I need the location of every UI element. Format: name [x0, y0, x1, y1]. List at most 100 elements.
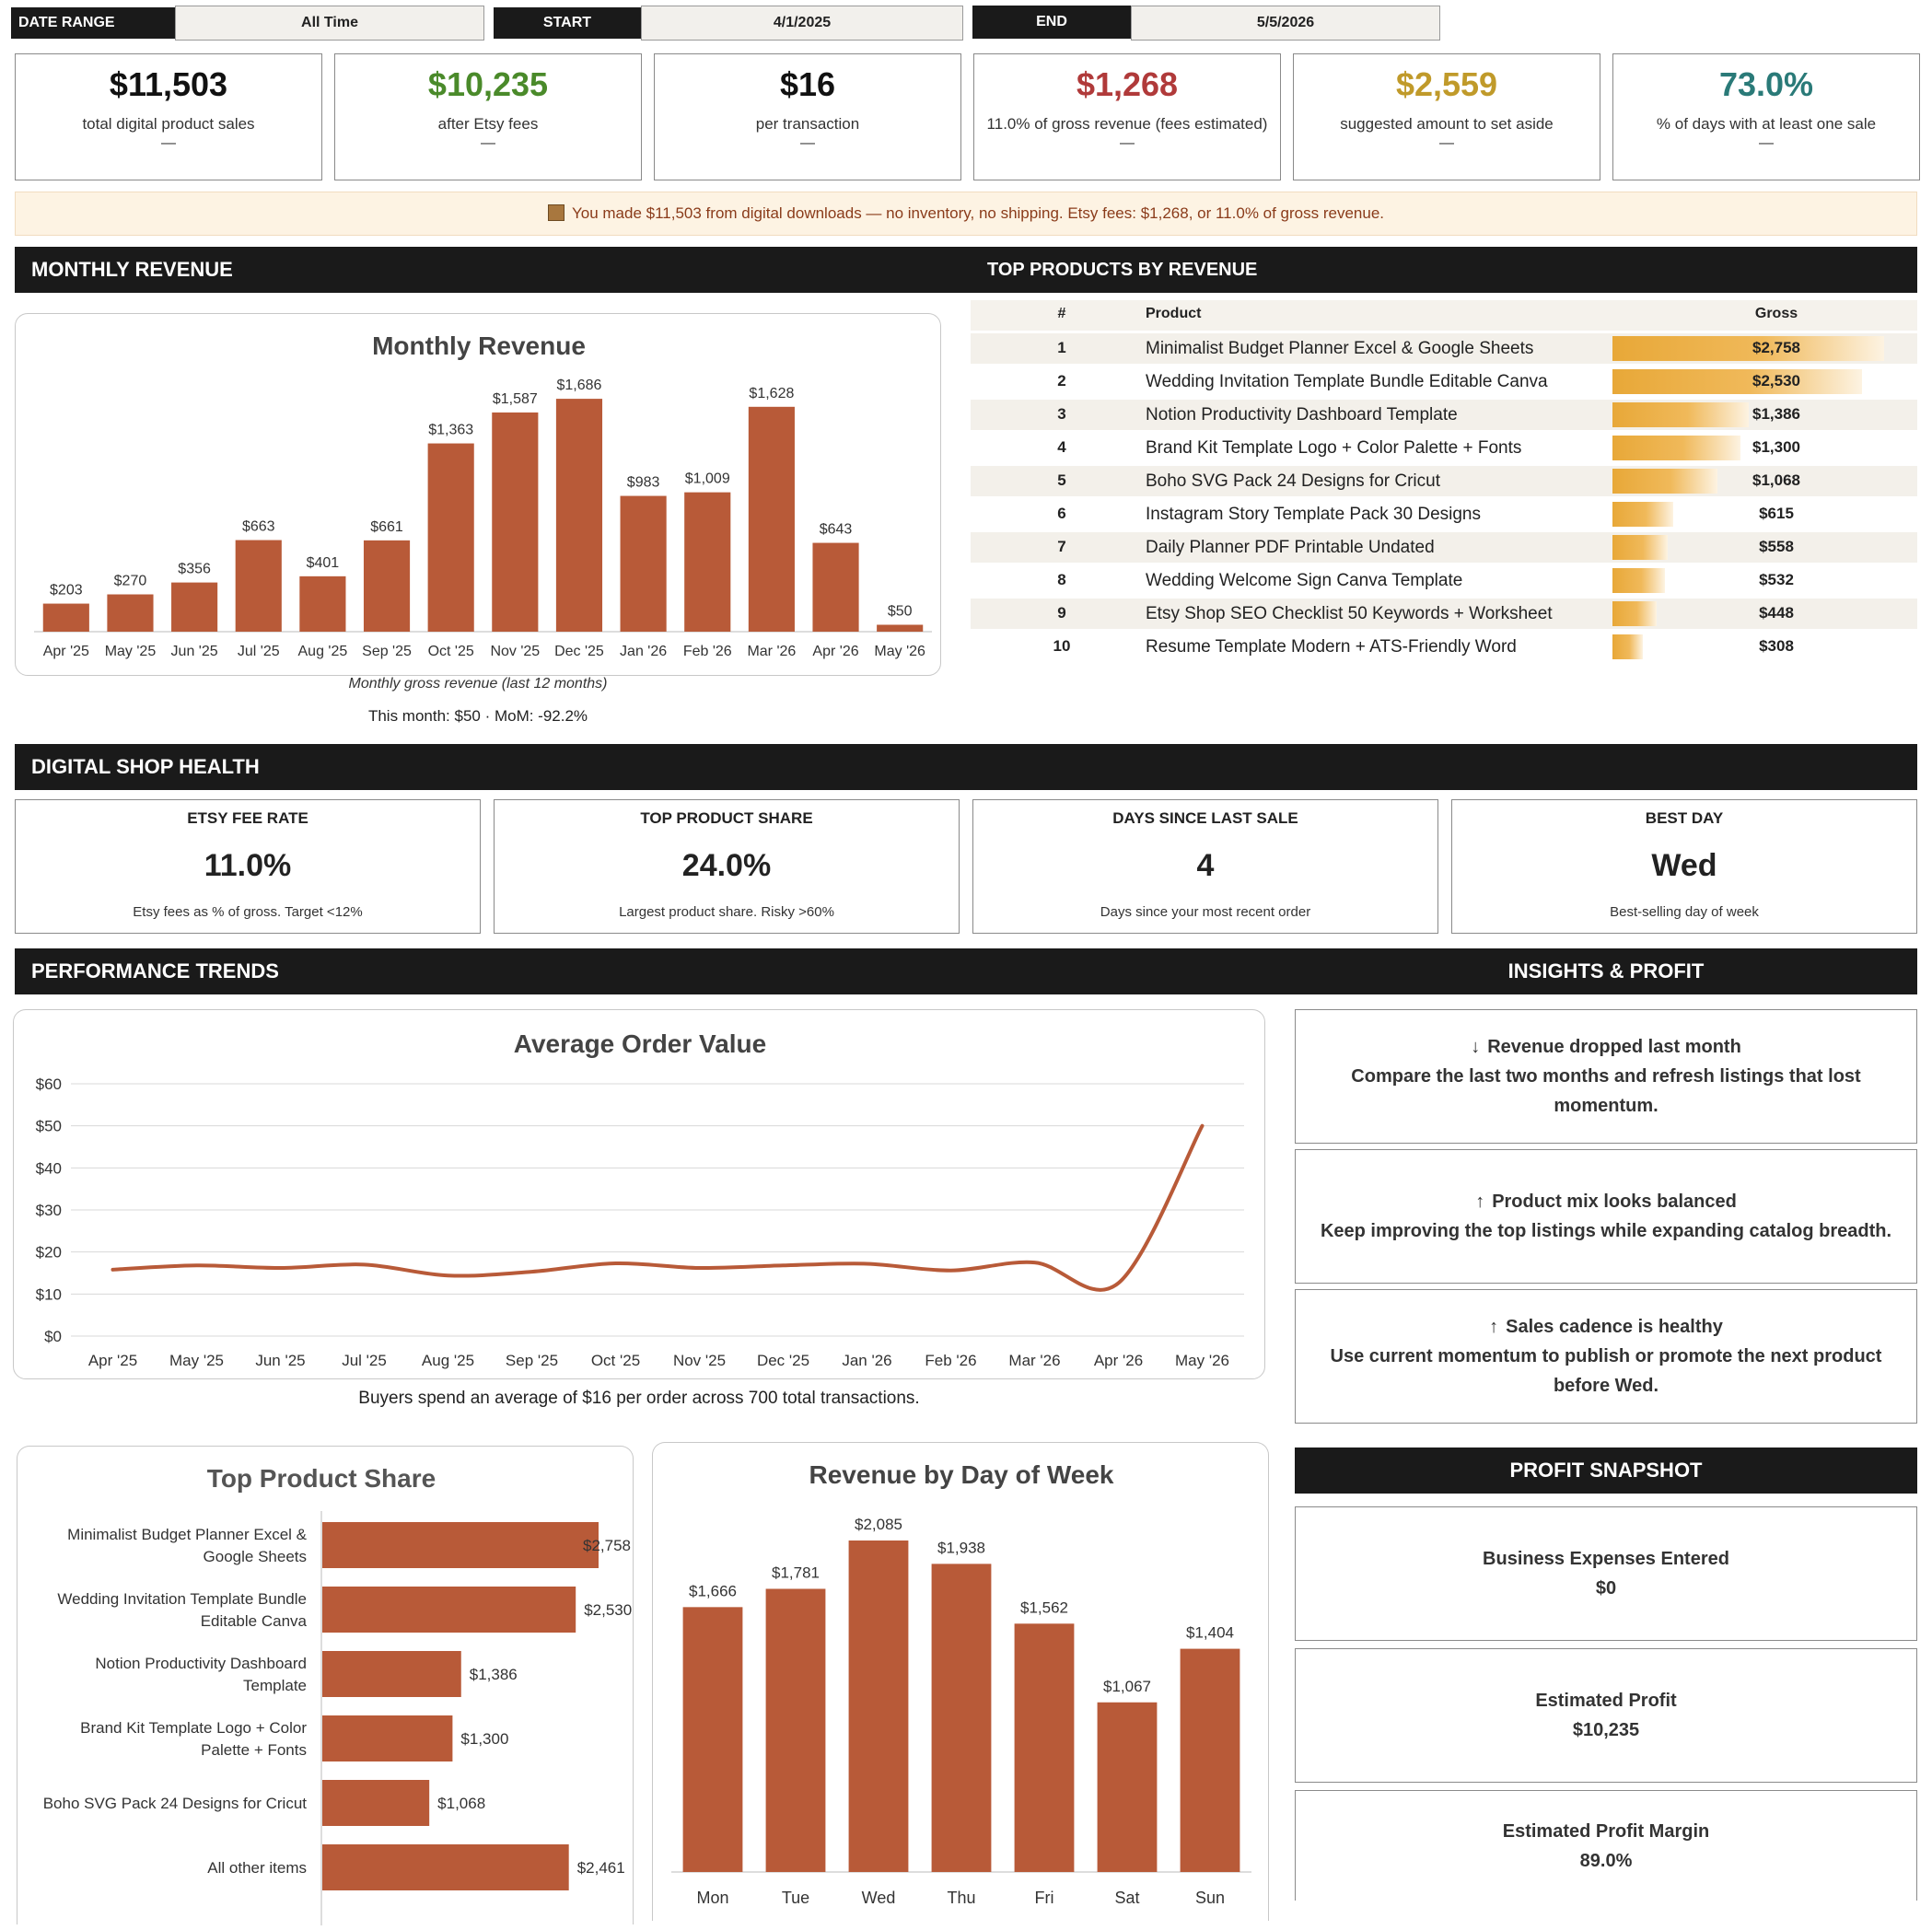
tick-label: Wed: [862, 1889, 896, 1907]
kpi-subtitle: after Etsy fees: [437, 115, 539, 133]
data-label: $661: [370, 519, 403, 535]
category-label: Google Sheets: [204, 1548, 307, 1565]
arrow-up-icon: ↑: [1475, 1192, 1485, 1212]
section-monthly-revenue: MONTHLY REVENUE: [15, 247, 971, 293]
data-label: $2,758: [583, 1537, 631, 1554]
kpi-subtitle: % of days with at least one sale: [1656, 115, 1877, 133]
header-product: Product: [1146, 306, 1202, 321]
bar: [322, 1587, 576, 1633]
data-label: $270: [114, 574, 147, 589]
insight-body: Use current momentum to publish or promo…: [1330, 1346, 1882, 1396]
y-tick-label: $40: [36, 1159, 62, 1177]
profit-value: $0: [1595, 1578, 1617, 1599]
tick-label: Nov '25: [490, 644, 540, 659]
kpi-card: $2,559 suggested amount to set aside —: [1293, 53, 1600, 180]
section-insights: INSIGHTS & PROFIT: [1295, 948, 1917, 994]
data-label: $401: [307, 555, 340, 571]
tick-label: Apr '25: [43, 644, 89, 659]
bar: [322, 1844, 569, 1890]
tick-label: Thu: [947, 1889, 975, 1907]
row-gross-value: $1,068: [1752, 471, 1800, 489]
insight-card: ↑ Product mix looks balanced Keep improvin…: [1295, 1149, 1917, 1284]
bar: [492, 412, 539, 632]
kpi-value: $11,503: [109, 65, 228, 103]
header-gross: Gross: [1754, 306, 1798, 321]
data-label: $1,300: [460, 1730, 508, 1748]
row-gross-bar: [1612, 469, 1717, 494]
row-product-name: Wedding Welcome Sign Canva Template: [1146, 571, 1463, 590]
aov-svg: Average Order Value $0 $10 $20 $30 $40 $50 $60 A…: [36, 1029, 1244, 1369]
top-product-share-svg: Top Product Share $2,758 Minimalist Budget…: [43, 1464, 632, 1925]
category-label: Notion Productivity Dashboard: [95, 1655, 307, 1672]
aov-caption: Buyers spend an average of $16 per order…: [358, 1389, 920, 1408]
end-label: END: [972, 6, 1131, 39]
health-value: 11.0%: [204, 848, 292, 883]
start-date-input[interactable]: 4/1/2025: [641, 6, 963, 41]
profit-card: Estimated Profit Margin 89.0%: [1295, 1790, 1917, 1901]
row-product-name: Daily Planner PDF Printable Undated: [1146, 538, 1435, 557]
tick-label: Sat: [1114, 1889, 1139, 1907]
arrow-up-icon: ↑: [1489, 1317, 1499, 1337]
y-tick-label: $50: [36, 1118, 62, 1135]
bar: [682, 1607, 743, 1872]
kpi-card: $1,268 11.0% of gross revenue (fees estim…: [973, 53, 1281, 180]
row-gross-value: $532: [1759, 571, 1794, 588]
chart-title: Monthly Revenue: [372, 331, 586, 360]
data-label: $1,068: [437, 1795, 485, 1812]
y-tick-label: $30: [36, 1202, 62, 1219]
category-label: Palette + Fonts: [201, 1741, 307, 1759]
table-row: 10 Resume Template Modern + ATS-Friendly …: [971, 632, 1917, 662]
package-icon: [547, 204, 564, 221]
health-title: ETSY FEE RATE: [187, 809, 308, 827]
row-stripe: [1131, 532, 1917, 563]
category-label: Wedding Invitation Template Bundle: [57, 1590, 307, 1608]
category-label: All other items: [207, 1859, 307, 1877]
x-tick-label: Aug '25: [422, 1352, 474, 1369]
chart-title: Average Order Value: [514, 1029, 766, 1058]
row-product-name: Boho SVG Pack 24 Designs for Cricut: [1146, 471, 1440, 491]
data-label: $1,386: [470, 1666, 518, 1683]
y-tick-label: $60: [36, 1075, 62, 1093]
row-gross-bar: [1612, 502, 1673, 527]
bar: [427, 443, 474, 632]
insight-title-text: Product mix looks balanced: [1492, 1192, 1737, 1212]
tick-label: Jun '25: [171, 644, 218, 659]
table-row: 1 Minimalist Budget Planner Excel & Googl…: [971, 333, 1917, 364]
data-label: $1,938: [937, 1539, 985, 1556]
health-subtitle: Days since your most recent order: [1100, 904, 1311, 920]
row-stripe-num: [971, 599, 1153, 629]
row-rank: 3: [1057, 405, 1066, 423]
row-gross-bar: [1612, 634, 1643, 659]
bar: [322, 1715, 453, 1761]
kpi-delta: —: [1120, 135, 1135, 151]
data-label: $50: [888, 604, 913, 620]
bar: [322, 1651, 461, 1697]
bar: [812, 542, 859, 632]
end-date-input[interactable]: 5/5/2026: [1131, 6, 1440, 41]
x-tick-label: Jul '25: [342, 1352, 387, 1369]
bar: [363, 540, 411, 632]
tick-label: Jan '26: [620, 644, 667, 659]
health-value: 24.0%: [681, 848, 772, 883]
tick-label: Mon: [696, 1889, 728, 1907]
row-rank: 10: [1053, 637, 1071, 655]
profit-label: Estimated Profit: [1535, 1691, 1677, 1711]
revenue-by-day-svg: Revenue by Day of Week $1,666 Mon $1,781 Tue…: [671, 1460, 1251, 1907]
row-rank: 4: [1057, 438, 1066, 456]
x-tick-label: Apr '25: [88, 1352, 137, 1369]
date-range-select[interactable]: All Time: [175, 6, 484, 41]
row-gross-value: $308: [1759, 637, 1794, 655]
row-rank: 7: [1057, 538, 1066, 555]
health-card: ETSY FEE RATE 11.0% Etsy fees as % of gros…: [15, 799, 481, 934]
summary-banner: You made $11,503 from digital downloads …: [15, 192, 1917, 236]
category-label: Boho SVG Pack 24 Designs for Cricut: [43, 1795, 308, 1812]
row-rank: 2: [1057, 372, 1066, 389]
bar: [748, 406, 795, 632]
row-stripe: [1131, 400, 1917, 430]
row-rank: 9: [1057, 604, 1066, 622]
y-tick-label: $20: [36, 1244, 62, 1261]
table-row: 2 Wedding Invitation Template Bundle Edit…: [971, 366, 1917, 397]
row-stripe-num: [971, 532, 1153, 563]
kpi-value: $1,268: [1076, 65, 1179, 103]
row-gross-bar: [1612, 601, 1657, 626]
